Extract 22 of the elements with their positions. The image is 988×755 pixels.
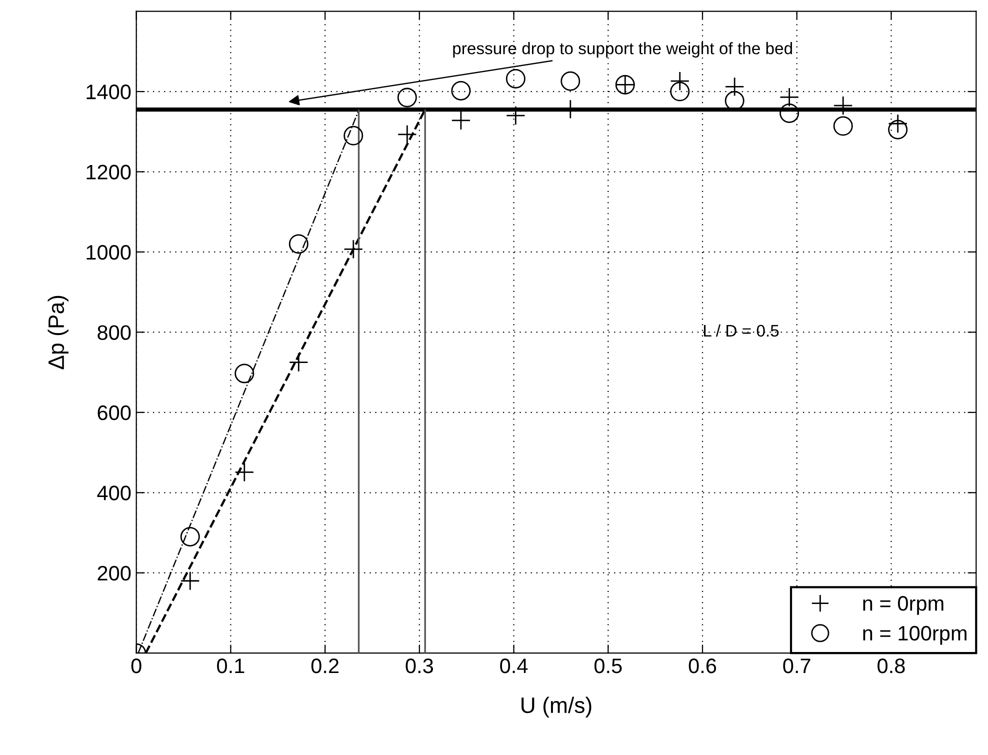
y-tick-label: 400 <box>97 486 131 500</box>
x-tick-label: 0.4 <box>500 658 528 674</box>
legend-label: n = 0rpm <box>863 596 944 615</box>
x-tick-label: 0 <box>131 658 142 674</box>
y-tick-label: 1400 <box>86 84 131 100</box>
y-tick-label: 800 <box>98 325 131 340</box>
y-tick-label: 1200 <box>86 164 131 180</box>
y-tick-label: 200 <box>98 566 131 581</box>
x-tick-label: 0.1 <box>217 658 244 674</box>
y-tick-label: 600 <box>98 405 131 420</box>
legend-label: n = 100rpm <box>863 626 966 645</box>
y-tick-label: 1000 <box>86 244 131 260</box>
x-tick-label: 0.5 <box>594 658 622 674</box>
x-axis-title: U (m/s) <box>522 696 592 718</box>
y-axis-title: Δp (Pa) <box>48 296 68 370</box>
x-tick-label: 0.7 <box>783 658 810 674</box>
annotation: pressure drop to support the weight of the bed <box>453 42 792 58</box>
annotation: L / D = 0.5 <box>704 324 779 337</box>
x-tick-label: 0.2 <box>311 658 338 674</box>
x-tick-label: 0.8 <box>878 658 905 674</box>
x-tick-label: 0.3 <box>406 658 433 674</box>
x-tick-label: 0.6 <box>688 658 716 674</box>
